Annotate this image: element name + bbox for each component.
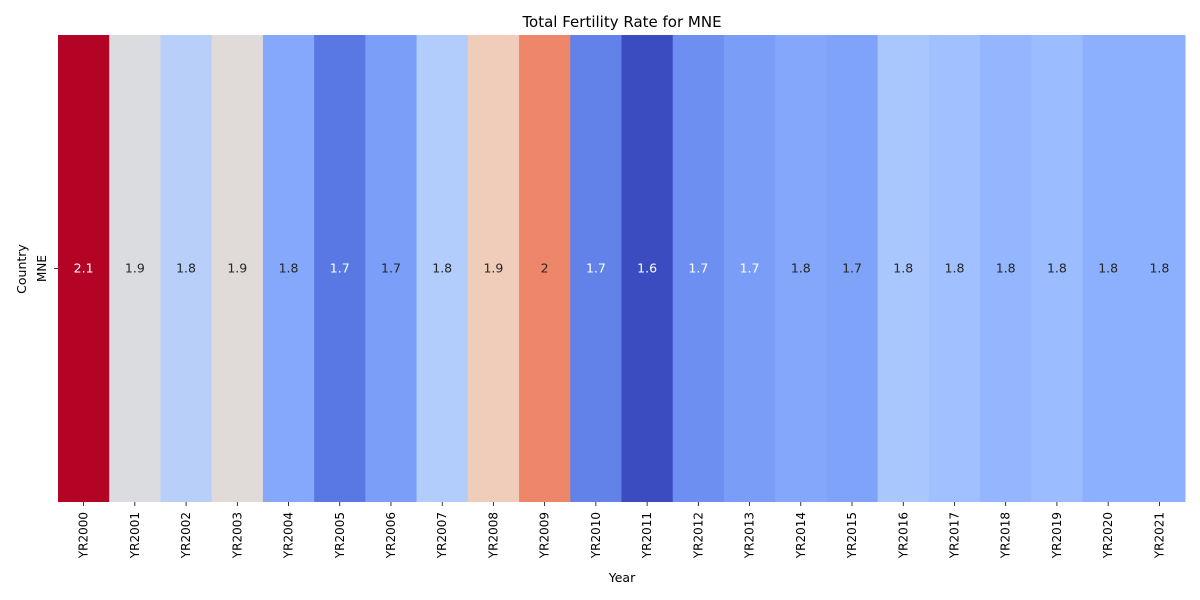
cell-value-label: 1.8 (1098, 261, 1118, 276)
x-tick-label: YR2016 (896, 512, 910, 559)
x-axis-label: Year (608, 570, 636, 585)
heatmap-cell-yr2012 (672, 35, 725, 502)
cell-value-label: 1.8 (1149, 261, 1169, 276)
heatmap-cell-yr2019 (1031, 35, 1084, 502)
cell-value-label: 1.8 (176, 261, 196, 276)
cell-value-label: 2.1 (74, 261, 94, 276)
heatmap-cell-yr2017 (928, 35, 981, 502)
cell-value-label: 1.7 (586, 261, 606, 276)
heatmap-cell-yr2008 (467, 35, 520, 502)
cell-value-label: 1.8 (791, 261, 811, 276)
x-tick-label: YR2009 (538, 512, 552, 559)
cell-value-label: 1.8 (279, 261, 299, 276)
x-tick-label: YR2007 (435, 512, 449, 559)
cell-value-label: 1.7 (688, 261, 708, 276)
heatmap-cells (58, 35, 1186, 502)
x-tick-label: YR2019 (1050, 512, 1064, 559)
x-tick-label: YR2010 (589, 512, 603, 559)
heatmap-cell-yr2003 (211, 35, 264, 502)
heatmap-cell-yr2000 (58, 35, 110, 502)
x-tick-label: YR2012 (691, 512, 705, 559)
x-tick-label: YR2020 (1101, 512, 1115, 559)
y-tick-label: MNE (35, 255, 49, 282)
heatmap-cell-yr2001 (109, 35, 161, 502)
x-tick-label: YR2005 (333, 512, 347, 559)
heatmap-cell-yr2005 (314, 35, 366, 502)
x-tick-label: YR2011 (640, 512, 654, 559)
x-tick-label: YR2006 (384, 512, 398, 559)
cell-value-label: 1.7 (381, 261, 401, 276)
x-tick-label: YR2002 (179, 512, 193, 559)
heatmap-cell-yr2013 (723, 35, 776, 502)
chart-title: Total Fertility Rate for MNE (521, 13, 721, 31)
heatmap-cell-yr2018 (980, 35, 1032, 502)
heatmap-cell-yr2007 (416, 35, 469, 502)
x-tick-label: YR2000 (77, 512, 91, 559)
cell-value-label: 1.9 (483, 261, 503, 276)
x-tick-label: YR2021 (1152, 512, 1166, 559)
heatmap-cell-yr2015 (826, 35, 879, 502)
x-tick-label: YR2001 (128, 512, 142, 559)
x-tick-label: YR2015 (845, 512, 859, 559)
cell-value-label: 2 (541, 261, 549, 276)
heatmap-cell-yr2010 (570, 35, 622, 502)
cell-value-label: 1.7 (740, 261, 760, 276)
heatmap-cell-yr2004 (262, 35, 315, 502)
heatmap-cell-yr2009 (519, 35, 571, 502)
heatmap-cell-yr2002 (160, 35, 213, 502)
cell-value-label: 1.8 (432, 261, 452, 276)
cell-value-label: 1.7 (330, 261, 350, 276)
cell-value-label: 1.8 (893, 261, 913, 276)
x-tick-label: YR2017 (947, 512, 961, 559)
cell-value-label: 1.9 (125, 261, 145, 276)
heatmap-cell-yr2016 (877, 35, 930, 502)
y-axis-label: Country (14, 244, 29, 294)
x-tick-label: YR2013 (743, 512, 757, 559)
x-tick-label: YR2008 (486, 512, 500, 559)
cell-value-label: 1.8 (945, 261, 965, 276)
x-tick-labels: YR2000 YR2001 YR2002 YR2003 YR2004 YR2005 YR20… (77, 502, 1166, 559)
heatmap-cell-yr2021 (1133, 35, 1186, 502)
cell-value-label: 1.7 (842, 261, 862, 276)
heatmap-cell-yr2011 (621, 35, 674, 502)
heatmap-cell-yr2020 (1082, 35, 1135, 502)
heatmap-cell-yr2006 (365, 35, 418, 502)
cell-value-label: 1.8 (996, 261, 1016, 276)
x-tick-label: YR2014 (794, 512, 808, 559)
y-tick-labels: MNE (35, 255, 58, 282)
cell-value-label: 1.6 (637, 261, 657, 276)
cell-value-label: 1.8 (1047, 261, 1067, 276)
x-tick-label: YR2018 (999, 512, 1013, 559)
x-tick-label: YR2003 (230, 512, 244, 559)
heatmap-cell-yr2014 (775, 35, 827, 502)
x-tick-label: YR2004 (282, 512, 296, 559)
cell-annotations: 2.1 1.9 1.8 1.9 1.8 1.7 1.7 1.8 1.9 2 1.7 1.6 1.7 1.7… (74, 261, 1170, 276)
cell-value-label: 1.9 (227, 261, 247, 276)
